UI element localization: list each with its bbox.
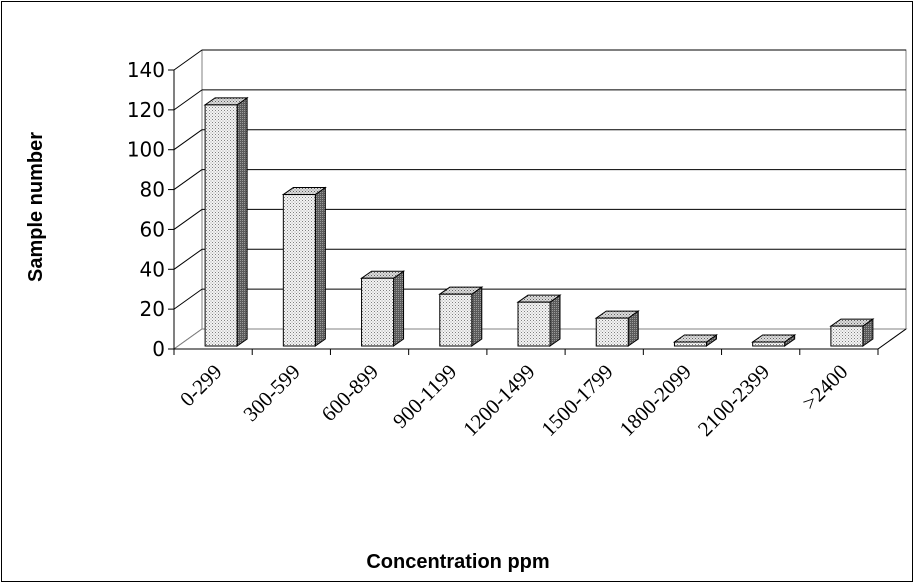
x-tick-label: 900-1199 — [388, 360, 461, 433]
x-axis-title: Concentration ppm — [366, 551, 549, 573]
bar-side — [236, 96, 248, 347]
bar-side — [549, 294, 561, 347]
x-tick-label: >2400 — [797, 360, 852, 415]
y-tick-label: 0 — [152, 337, 165, 361]
bar-side — [393, 270, 405, 347]
gridline-side — [173, 288, 203, 310]
bar — [517, 301, 551, 347]
y-tick-label: 40 — [140, 257, 165, 281]
x-tick-label: 1500-1799 — [536, 360, 617, 441]
bar — [439, 293, 473, 347]
bar — [204, 104, 238, 347]
bar — [282, 194, 316, 347]
x-tick-label: 0-299 — [175, 360, 227, 412]
bar — [752, 341, 786, 347]
y-tick-label: 60 — [140, 217, 165, 241]
y-tick-label: 20 — [140, 297, 165, 321]
x-tick-label: 1200-1499 — [458, 360, 539, 441]
gridline-side — [173, 209, 203, 230]
bar-side — [471, 286, 483, 347]
bar — [361, 277, 395, 347]
x-tick-label: 300-599 — [238, 360, 304, 426]
x-tick-label: 1800-2099 — [615, 360, 696, 441]
gridline-side — [173, 169, 203, 190]
y-axis-title: Sample number — [25, 132, 47, 282]
gridline-side — [173, 49, 203, 71]
y-tick-label: 140 — [127, 58, 165, 82]
bar — [595, 317, 629, 347]
gridline-side — [173, 129, 203, 151]
x-tick-label: 2100-2399 — [693, 360, 774, 441]
bar — [673, 341, 707, 347]
bar — [830, 325, 864, 347]
y-tick-label: 100 — [127, 138, 165, 162]
floor-right-edge — [877, 328, 907, 350]
gridline-side — [173, 248, 203, 270]
y-tick-label: 80 — [140, 178, 165, 202]
y-tick-label: 120 — [127, 98, 165, 122]
x-tick-label: 600-899 — [317, 360, 383, 426]
gridline-side — [173, 89, 203, 111]
bar-side — [314, 186, 326, 347]
